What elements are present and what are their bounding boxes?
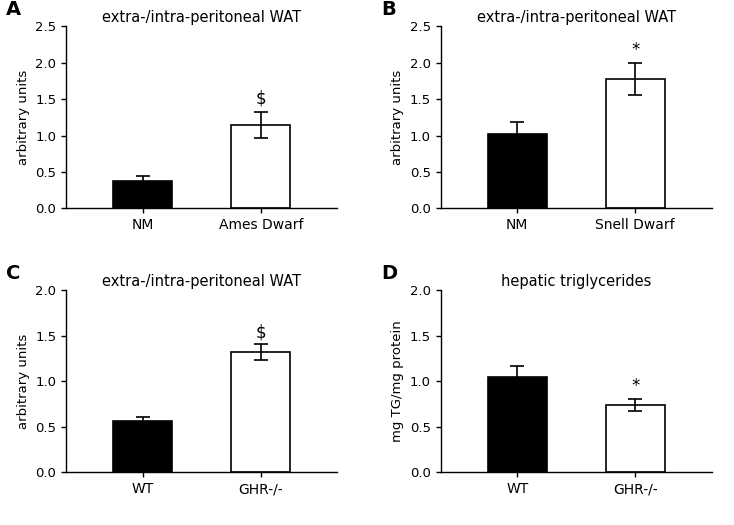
Bar: [231, 125, 290, 208]
Text: $: $: [255, 90, 266, 108]
Bar: [488, 134, 547, 208]
Text: *: *: [631, 41, 639, 59]
Text: D: D: [381, 264, 397, 283]
Y-axis label: arbitrary units: arbitrary units: [391, 70, 404, 165]
Bar: [113, 421, 172, 472]
Title: extra-/intra-peritoneal WAT: extra-/intra-peritoneal WAT: [476, 10, 676, 25]
Y-axis label: arbitrary units: arbitrary units: [17, 70, 29, 165]
Text: C: C: [7, 264, 21, 283]
Title: hepatic triglycerides: hepatic triglycerides: [501, 274, 652, 289]
Y-axis label: mg TG/mg protein: mg TG/mg protein: [391, 321, 404, 442]
Bar: [488, 377, 547, 472]
Title: extra-/intra-peritoneal WAT: extra-/intra-peritoneal WAT: [102, 274, 302, 289]
Y-axis label: arbitrary units: arbitrary units: [17, 334, 29, 429]
Text: B: B: [381, 0, 396, 19]
Bar: [231, 352, 290, 472]
Title: extra-/intra-peritoneal WAT: extra-/intra-peritoneal WAT: [102, 10, 302, 25]
Text: *: *: [631, 377, 639, 395]
Bar: [606, 405, 665, 472]
Bar: [113, 182, 172, 208]
Text: $: $: [255, 323, 266, 341]
Text: A: A: [7, 0, 21, 19]
Bar: [606, 79, 665, 208]
